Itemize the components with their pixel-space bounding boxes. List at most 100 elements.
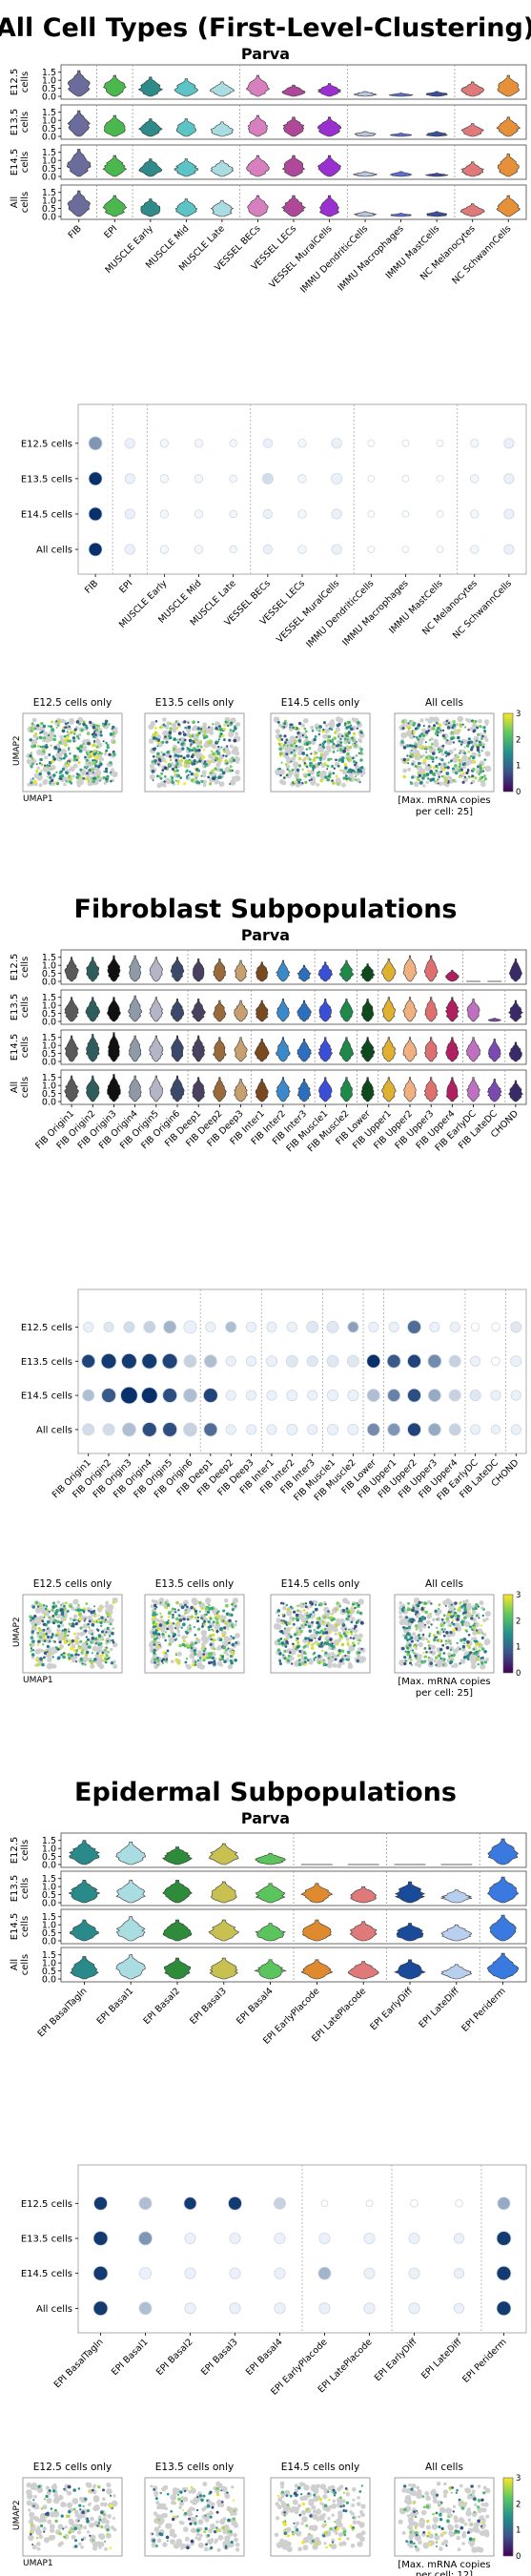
violin-mark: [107, 1074, 121, 1103]
umap-cell-background: [155, 2501, 160, 2505]
violin-row-label: E14.5: [10, 1034, 20, 1061]
umap-cell-background: [300, 2510, 307, 2516]
umap-cell: [168, 734, 172, 738]
umap-cell: [289, 1651, 292, 1654]
umap-cell: [428, 1632, 432, 1636]
umap-cell: [301, 2503, 305, 2506]
violin-mark: [381, 958, 397, 982]
dot-mark: [162, 1422, 177, 1437]
umap-cell-background: [61, 2502, 67, 2507]
umap-cell: [197, 1600, 202, 1605]
umap-cell: [112, 750, 115, 753]
umap-cell-background: [463, 2522, 468, 2526]
umap-cell: [50, 744, 52, 747]
umap-cell: [205, 1613, 208, 1617]
umap-cell: [322, 2534, 326, 2538]
umap-cell: [357, 752, 360, 754]
umap-cell-background: [351, 1617, 356, 1621]
umap-cell: [331, 746, 334, 749]
umap-cell: [441, 729, 445, 732]
umap-cell-background: [301, 2517, 307, 2523]
umap-cell: [446, 752, 451, 756]
umap-cell: [62, 1652, 66, 1655]
umap-cell: [153, 1658, 156, 1661]
umap-cell: [291, 769, 295, 772]
umap-cell: [315, 1603, 317, 1606]
umap-cell: [469, 1651, 473, 1655]
umap-cell: [42, 724, 47, 729]
violin-xtick-label: FIB: [67, 223, 84, 240]
violin-mark: [466, 999, 480, 1022]
umap-cell: [93, 730, 96, 733]
umap-cell: [53, 2508, 57, 2512]
umap-cell: [196, 2508, 199, 2512]
umap-cell: [49, 782, 51, 785]
umap-cell: [156, 738, 161, 742]
umap-cell-background: [471, 1610, 477, 1615]
umap-cell: [184, 2511, 188, 2516]
umap-cell: [294, 727, 296, 730]
umap-cell-background: [198, 2533, 203, 2538]
dot-mark: [266, 1321, 277, 1333]
dot-mark: [469, 1355, 481, 1367]
dot-mark: [367, 439, 376, 447]
umap-cell: [89, 720, 92, 725]
dot-mark: [88, 506, 103, 522]
umap-cell: [279, 742, 283, 746]
umap-cell-background: [322, 734, 327, 739]
violin-mark: [487, 1079, 502, 1103]
umap-cell-background: [190, 2487, 196, 2494]
umap-cell: [471, 1651, 475, 1655]
umap-cell: [71, 1624, 73, 1628]
dot-mark: [229, 545, 237, 554]
umap-cell: [207, 775, 211, 779]
umap-cell: [48, 753, 51, 756]
umap-cell: [424, 741, 427, 744]
umap-cell: [473, 1622, 476, 1626]
umap-cell: [35, 2536, 39, 2540]
umap-cell-background: [314, 2538, 317, 2543]
umap-cell: [100, 1624, 103, 1628]
umap-cell: [151, 760, 154, 764]
umap-cell: [199, 745, 203, 749]
umap-cell-background: [357, 1598, 364, 1605]
umap-cell: [165, 2535, 170, 2540]
violin-mark: [209, 1957, 239, 1980]
violin-ytick-label: 1.5: [42, 1874, 56, 1885]
umap-cell: [327, 2490, 330, 2493]
umap-cell: [338, 748, 343, 752]
umap-cell: [438, 1603, 441, 1607]
umap-cell: [54, 1604, 58, 1608]
violin-mark: [254, 1039, 270, 1062]
umap-cell-background: [215, 2520, 219, 2524]
umap-cell: [157, 758, 162, 762]
umap-cell-background: [155, 1618, 160, 1622]
umap-cell: [345, 2501, 349, 2504]
umap-cell: [330, 739, 334, 744]
umap-cell-background: [216, 2547, 221, 2552]
umap-cell: [305, 2507, 309, 2512]
umap-cell: [324, 775, 328, 779]
violin-mark: [423, 955, 439, 982]
violin-mark: [360, 1077, 375, 1103]
umap-cell: [196, 1659, 200, 1662]
umap-cell: [99, 1654, 104, 1658]
umap-cell: [283, 722, 287, 726]
umap-cell-background: [294, 770, 300, 776]
umap-cell: [51, 1615, 55, 1618]
umap-cell-background: [198, 1659, 203, 1662]
umap-cell: [429, 1661, 434, 1665]
umap-cell: [223, 724, 226, 727]
umap-cell-background: [482, 1633, 487, 1637]
umap-cell: [231, 1642, 235, 1647]
umap-cell: [459, 775, 462, 778]
umap-cell: [292, 1619, 295, 1622]
umap-cell: [282, 1602, 285, 1605]
violin-row-label: All: [10, 196, 20, 208]
umap-cell: [317, 1660, 321, 1665]
violin-mark: [174, 78, 199, 97]
umap-cell: [475, 1642, 479, 1646]
umap-cell-background: [166, 722, 171, 727]
umap-cell: [171, 767, 174, 772]
